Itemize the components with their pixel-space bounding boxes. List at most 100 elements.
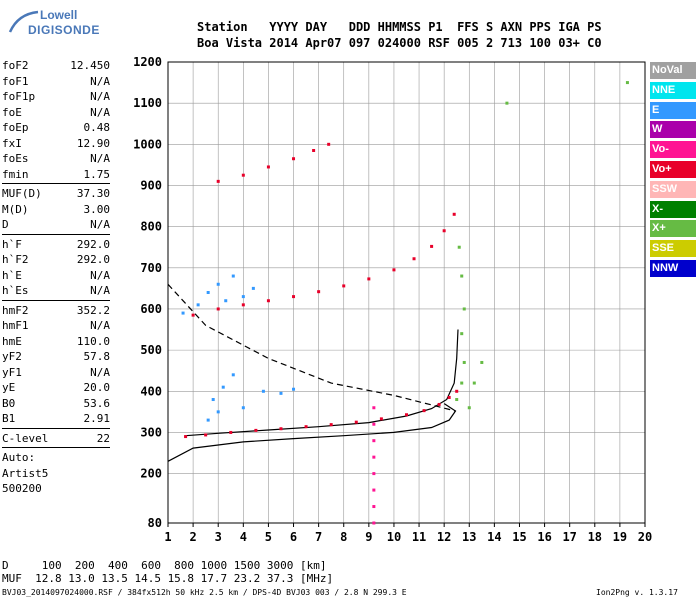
logo-line1: Lowell: [40, 8, 78, 22]
data-point: [266, 299, 270, 303]
param-row: hmE 110.0: [2, 334, 110, 350]
param-label: h`F: [2, 237, 22, 251]
y-tick-label: 1200: [133, 55, 162, 69]
x-tick-label: 18: [588, 530, 602, 544]
data-point: [372, 472, 376, 476]
legend-item: X+: [650, 220, 696, 238]
param-label: foEp: [2, 121, 29, 134]
param-row: foEp 0.48: [2, 120, 110, 136]
param-row: h`F 292.0: [2, 237, 110, 253]
data-point: [304, 425, 308, 429]
data-point: [221, 385, 225, 389]
data-point: [184, 435, 188, 439]
data-point: [452, 212, 456, 216]
data-point: [460, 332, 464, 336]
param-row: h`F2 292.0: [2, 252, 110, 268]
param-row: h`E N/A: [2, 268, 110, 284]
y-tick-label: 700: [140, 261, 162, 275]
x-tick-label: 2: [189, 530, 196, 544]
y-tick-label: 400: [140, 384, 162, 398]
data-point: [329, 423, 333, 427]
file-info: BVJ03_2014097024000.RSF / 384fx512h 50 k…: [2, 588, 407, 597]
param-label: M(D): [2, 202, 29, 216]
data-point: [266, 165, 270, 169]
data-point: [251, 286, 255, 290]
data-point: [392, 268, 396, 272]
data-point: [372, 422, 376, 426]
data-point: [279, 427, 283, 431]
x-tick-label: 19: [613, 530, 627, 544]
x-tick-label: 5: [265, 530, 272, 544]
data-point: [372, 439, 376, 443]
data-point: [422, 409, 426, 413]
data-point: [372, 488, 376, 492]
param-value: 20.0: [83, 381, 111, 394]
x-tick-label: 12: [437, 530, 451, 544]
data-point: [231, 274, 235, 278]
param-separator: [2, 233, 110, 235]
free-text: Artist5: [2, 466, 49, 480]
data-point: [379, 417, 383, 421]
data-point: [412, 257, 416, 261]
data-point: [625, 81, 629, 85]
param-row: foF2 12.450: [2, 58, 110, 74]
data-point: [462, 307, 466, 311]
param-separator: [2, 447, 110, 448]
param-row: B0 53.6: [2, 396, 110, 412]
x-tick-label: 20: [638, 530, 652, 544]
param-row: foEs N/A: [2, 151, 110, 167]
x-tick-label: 3: [215, 530, 222, 544]
legend-item: NoVal: [650, 62, 696, 79]
data-point: [204, 433, 208, 437]
param-row: yF2 57.8: [2, 349, 110, 365]
data-point: [292, 295, 296, 299]
plot-frame: [167, 61, 646, 524]
data-point: [196, 303, 200, 307]
data-point: [279, 391, 283, 395]
data-point: [206, 418, 210, 422]
legend: NoVal NNE E W Vo- Vo+ SSW X- X+ SSE NNW: [650, 62, 696, 280]
free-text: 500200: [2, 482, 42, 495]
param-value: 12.450: [70, 59, 110, 72]
y-tick-label: 1000: [133, 137, 162, 151]
data-point: [457, 245, 461, 249]
param-row: C-level 22: [2, 431, 110, 447]
data-point: [462, 360, 466, 364]
y-tick-label: 900: [140, 178, 162, 192]
header-row2: Boa Vista 2014 Apr07 097 024000 RSF 005 …: [197, 36, 602, 50]
data-point: [191, 313, 195, 317]
param-label: hmF2: [2, 303, 29, 317]
x-tick-label: 11: [412, 530, 426, 544]
param-label: yE: [2, 381, 16, 394]
legend-item: X-: [650, 200, 696, 218]
data-point: [372, 505, 376, 509]
data-point: [216, 179, 220, 183]
data-point: [241, 295, 245, 299]
data-point: [317, 290, 321, 294]
param-row: M(D) 3.00: [2, 202, 110, 218]
param-label: fmin: [2, 167, 29, 181]
param-label: h`F2: [2, 253, 29, 266]
data-point: [216, 410, 220, 414]
param-row: hmF1 N/A: [2, 318, 110, 334]
param-label: foE: [2, 105, 22, 119]
data-point: [354, 420, 358, 424]
data-point: [231, 373, 235, 377]
data-point: [480, 360, 484, 364]
x-tick-label: 13: [462, 530, 476, 544]
param-label: yF2: [2, 350, 22, 363]
param-value: 53.6: [83, 396, 111, 410]
param-value: 352.2: [76, 303, 110, 317]
legend-item: E: [650, 101, 696, 119]
legend-item: NNW: [650, 259, 696, 277]
param-label: h`E: [2, 268, 22, 282]
free-text: Auto:: [2, 451, 36, 464]
param-separator: [2, 299, 110, 301]
param-row: h`Es N/A: [2, 283, 110, 299]
param-value: N/A: [90, 365, 110, 379]
legend-item: Vo-: [650, 141, 696, 159]
legend-item: NNE: [650, 81, 696, 99]
profile-solid-curve: [167, 403, 457, 462]
param-label: yF1: [2, 365, 22, 379]
data-point: [261, 389, 265, 393]
